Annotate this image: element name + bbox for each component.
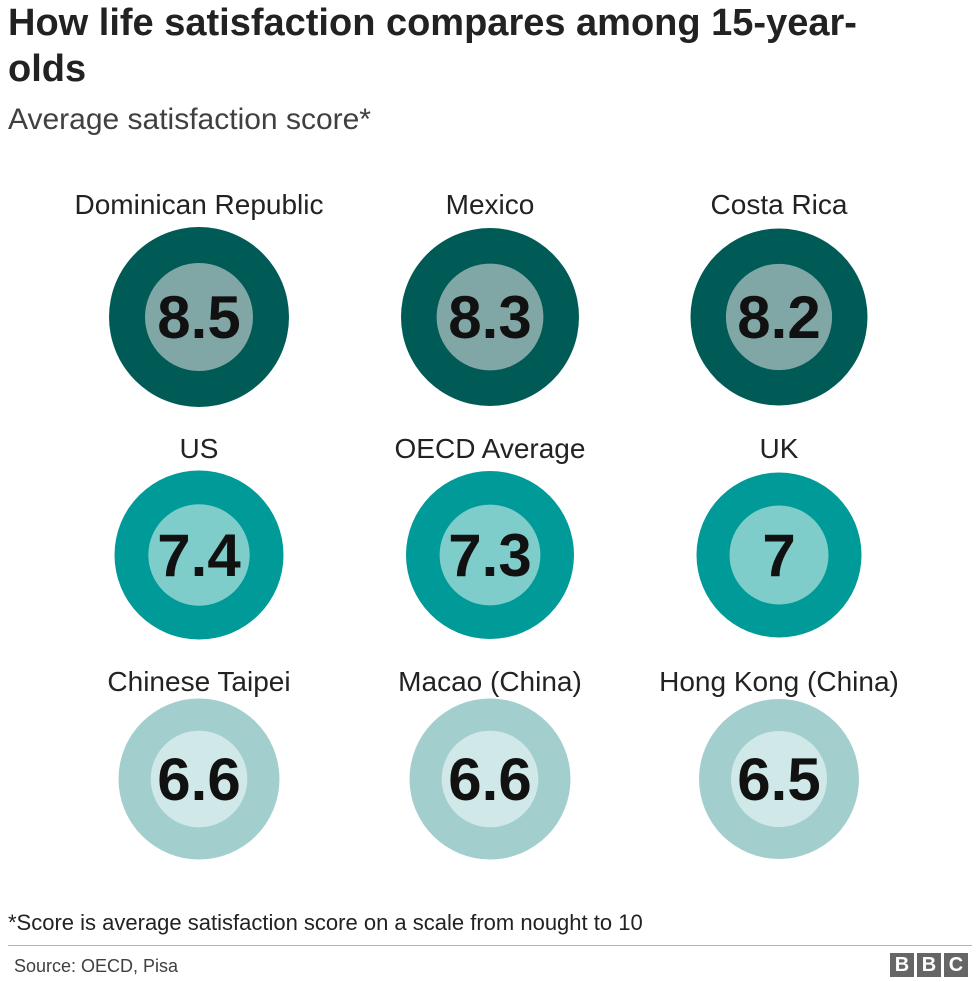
bubble-inner-disc bbox=[731, 731, 827, 827]
score-value: 8.3 bbox=[448, 284, 531, 351]
bubble-inner-disc bbox=[150, 730, 248, 828]
bubble-item: Mexico 8.3 bbox=[401, 189, 579, 406]
bbc-logo: B B C bbox=[890, 953, 968, 977]
bubble-item: US 7.4 bbox=[114, 433, 284, 640]
bubble-inner-disc bbox=[436, 263, 544, 371]
bubble-inner-disc bbox=[441, 730, 539, 828]
country-label: Dominican Republic bbox=[74, 189, 323, 220]
bubble-item: Macao (China) 6.6 bbox=[398, 666, 582, 860]
footer-divider bbox=[8, 945, 972, 946]
score-value: 7 bbox=[762, 522, 795, 589]
score-value: 8.5 bbox=[157, 284, 240, 351]
score-value: 6.6 bbox=[448, 746, 531, 813]
bubble-item: UK 7 bbox=[696, 433, 862, 638]
bubble-grid-chart: Dominican Republic 8.5 Mexico 8.3 Costa Rica… bbox=[74, 189, 899, 860]
bubble-inner-disc bbox=[729, 505, 829, 605]
score-value: 7.4 bbox=[157, 522, 241, 589]
source-note: Source: OECD, Pisa bbox=[14, 956, 179, 976]
country-label: Macao (China) bbox=[398, 666, 582, 697]
bbc-logo-letter: B bbox=[917, 953, 941, 977]
score-value: 7.3 bbox=[448, 522, 531, 589]
country-label: UK bbox=[760, 433, 799, 464]
country-label: Costa Rica bbox=[711, 189, 848, 220]
score-value: 8.2 bbox=[737, 284, 820, 351]
country-label: Mexico bbox=[446, 189, 535, 220]
bubble-inner-disc bbox=[725, 263, 833, 371]
bubble-item: Chinese Taipei 6.6 bbox=[107, 666, 291, 860]
bbc-logo-letter: C bbox=[944, 953, 968, 977]
bubble-inner-disc bbox=[145, 263, 253, 371]
chart-subtitle: Average satisfaction score* bbox=[8, 103, 371, 136]
bbc-logo-letter: B bbox=[890, 953, 914, 977]
score-value: 6.6 bbox=[157, 746, 240, 813]
bubble-item: Hong Kong (China) 6.5 bbox=[659, 666, 899, 859]
bubble-item: Costa Rica 8.2 bbox=[690, 189, 868, 406]
chart-title: How life satisfaction compares among 15-… bbox=[8, 2, 857, 90]
bubble-item: Dominican Republic 8.5 bbox=[74, 189, 324, 407]
country-label: Chinese Taipei bbox=[107, 666, 290, 697]
country-label: Hong Kong (China) bbox=[659, 666, 899, 697]
country-label: OECD Average bbox=[395, 433, 586, 464]
bubble-inner-disc bbox=[439, 504, 541, 606]
bubble-inner-disc bbox=[148, 504, 250, 606]
bubble-item: OECD Average 7.3 bbox=[395, 433, 586, 639]
footnote: *Score is average satisfaction score on … bbox=[8, 910, 643, 935]
score-value: 6.5 bbox=[737, 746, 820, 813]
country-label: US bbox=[180, 433, 219, 464]
